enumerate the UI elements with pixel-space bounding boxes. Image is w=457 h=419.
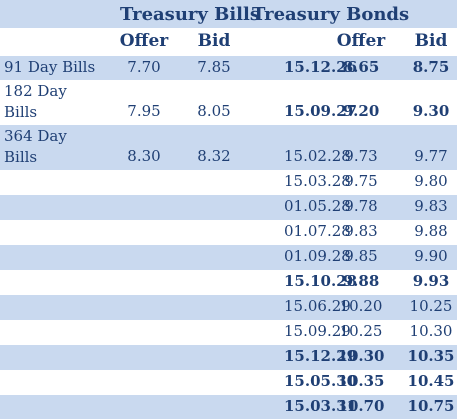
bond-maturity: 15.12.26 xyxy=(284,58,358,76)
bills-offer-header: Offer xyxy=(119,31,169,51)
row-stripe xyxy=(0,245,457,270)
bond-bid: 9.83 xyxy=(414,197,448,215)
bill-offer: 7.95 xyxy=(127,102,161,120)
bill-bid: 7.85 xyxy=(197,58,231,76)
bond-offer: 9.75 xyxy=(344,172,378,190)
bond-maturity: 15.06.29 xyxy=(284,297,351,315)
bond-offer: 10.70 xyxy=(337,397,385,415)
bond-bid: 9.77 xyxy=(414,147,448,165)
bond-offer: 10.25 xyxy=(339,322,383,340)
bond-bid: 9.93 xyxy=(412,272,450,290)
bond-offer: 8.65 xyxy=(342,58,380,76)
bond-bid: 9.90 xyxy=(414,247,448,265)
bill-label: 182 Day xyxy=(4,82,67,100)
bond-offer: 9.73 xyxy=(344,147,378,165)
row-stripe xyxy=(0,56,457,80)
bond-offer: 9.78 xyxy=(344,197,378,215)
bonds-bid-header: Bid xyxy=(414,31,448,51)
bond-maturity: 15.09.27 xyxy=(284,102,358,120)
bond-offer: 9.85 xyxy=(344,247,378,265)
row-stripe xyxy=(0,345,457,370)
bond-maturity: 01.07.28 xyxy=(284,222,351,240)
bond-bid: 9.30 xyxy=(412,102,450,120)
bill-label-line2: Bills xyxy=(4,148,38,166)
bond-offer: 9.20 xyxy=(342,102,380,120)
row-stripe xyxy=(0,295,457,320)
bills-title: Treasury Bills xyxy=(120,4,260,25)
bond-offer: 10.30 xyxy=(337,347,385,365)
bond-bid: 8.75 xyxy=(412,58,450,76)
bond-bid: 10.30 xyxy=(409,322,453,340)
bond-maturity: 15.12.29 xyxy=(284,347,358,365)
bond-offer: 9.83 xyxy=(344,222,378,240)
bond-bid: 9.88 xyxy=(414,222,448,240)
bond-maturity: 15.05.30 xyxy=(284,372,358,390)
bills-bid-header: Bid xyxy=(197,31,231,51)
bill-offer: 7.70 xyxy=(127,58,161,76)
bond-bid: 10.25 xyxy=(409,297,453,315)
bond-maturity: 15.03.31 xyxy=(284,397,358,415)
row-stripe xyxy=(0,195,457,220)
bond-offer: 10.35 xyxy=(337,372,385,390)
bill-label-line2: Bills xyxy=(4,103,38,121)
row-stripe xyxy=(0,395,457,419)
row-stripe xyxy=(0,125,457,170)
bond-maturity: 15.03.28 xyxy=(284,172,351,190)
bond-bid: 10.35 xyxy=(407,347,455,365)
bonds-offer-header: Offer xyxy=(336,31,386,51)
bond-bid: 9.80 xyxy=(414,172,448,190)
bond-bid: 10.45 xyxy=(407,372,455,390)
bill-offer: 8.30 xyxy=(127,147,161,165)
bond-maturity: 01.05.28 xyxy=(284,197,351,215)
bond-maturity: 15.09.29 xyxy=(284,322,351,340)
bill-label: 364 Day xyxy=(4,127,67,145)
bill-label: 91 Day Bills xyxy=(4,58,96,76)
bill-bid: 8.32 xyxy=(197,147,231,165)
bond-maturity: 15.02.28 xyxy=(284,147,351,165)
bonds-title: Treasury Bonds xyxy=(252,4,410,25)
bond-offer: 10.20 xyxy=(339,297,383,315)
bill-bid: 8.05 xyxy=(197,102,231,120)
bond-maturity: 01.09.28 xyxy=(284,247,351,265)
header-stripe xyxy=(0,0,457,28)
bond-bid: 10.75 xyxy=(407,397,455,415)
bond-maturity: 15.10.28 xyxy=(284,272,358,290)
bond-offer: 9.88 xyxy=(342,272,380,290)
